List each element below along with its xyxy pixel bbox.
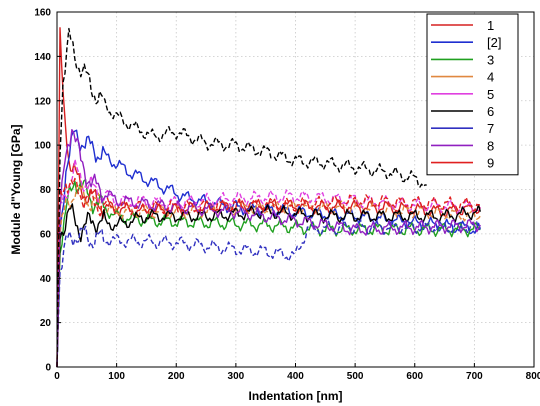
x-tick-label: 300 <box>228 371 245 382</box>
x-tick-label: 700 <box>466 371 483 382</box>
legend-label: 5 <box>487 87 494 102</box>
series-line-7 <box>56 219 481 368</box>
x-tick-label: 200 <box>168 371 185 382</box>
series-line-2 <box>56 129 481 368</box>
series-line-unlabeled <box>56 27 427 368</box>
legend: 1 [2] 3 4 5 6 7 8 9 <box>426 13 519 176</box>
x-tick-label: 400 <box>287 371 304 382</box>
series-line-6 <box>56 203 481 368</box>
y-tick-label: 100 <box>34 141 51 152</box>
tick-labels: 0 100 200 300 400 500 600 700 800 0 20 40 60 80 100 120… <box>34 8 540 383</box>
series-line-8 <box>56 128 481 368</box>
y-tick-label: 140 <box>34 52 51 63</box>
x-tick-label: 0 <box>54 371 60 382</box>
y-tick-label: 120 <box>34 96 51 107</box>
legend-label: 4 <box>487 70 494 85</box>
x-tick-label: 800 <box>526 371 540 382</box>
series-line-3 <box>56 178 481 368</box>
series-line-9 <box>56 177 481 368</box>
y-tick-label: 20 <box>40 318 52 329</box>
legend-label: 8 <box>487 138 494 153</box>
x-axis-label: Indentation [nm] <box>249 389 343 403</box>
legend-label: [2] <box>487 35 501 50</box>
y-tick-label: 40 <box>40 274 52 285</box>
y-tick-label: 0 <box>45 363 51 374</box>
legend-label: 3 <box>487 52 494 67</box>
x-tick-label: 100 <box>108 371 125 382</box>
y-axis-label: Module d"Young [GPa] <box>9 124 23 254</box>
series-line-5 <box>56 158 481 368</box>
legend-label: 9 <box>487 156 494 171</box>
legend-label: 1 <box>487 18 494 33</box>
legend-label: 6 <box>487 104 494 119</box>
series-layer <box>56 27 481 368</box>
y-tick-label: 80 <box>40 185 52 196</box>
legend-label: 7 <box>487 121 494 136</box>
y-tick-label: 160 <box>34 8 51 19</box>
y-tick-label: 60 <box>40 229 52 240</box>
x-tick-label: 500 <box>347 371 364 382</box>
x-tick-label: 600 <box>406 371 423 382</box>
